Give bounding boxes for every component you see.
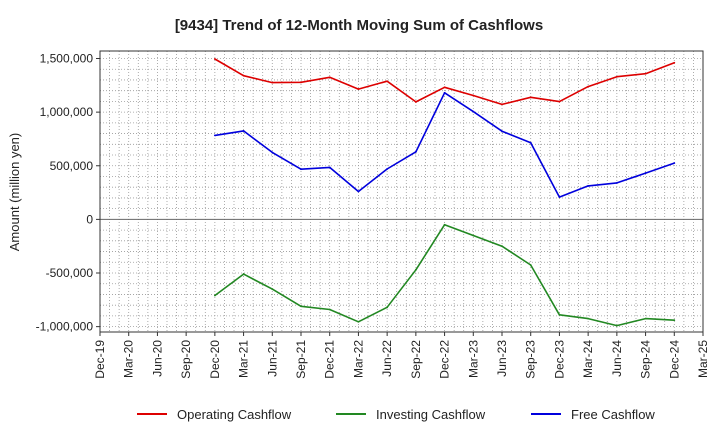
data-point-free-cashflow [673, 162, 676, 164]
legend-label-free-cashflow: Free Cashflow [571, 407, 655, 422]
x-tick-label: Sep-24 [639, 340, 653, 379]
data-point-investing-cashflow [615, 324, 618, 327]
data-point-investing-cashflow [501, 245, 503, 248]
data-point-free-cashflow [501, 130, 503, 133]
data-point-operating-cashflow [443, 86, 446, 89]
y-tick-label: 500,000 [50, 159, 94, 173]
data-point-operating-cashflow [529, 96, 532, 99]
data-point-investing-cashflow [587, 317, 590, 320]
x-tick-label: Dec-24 [667, 340, 681, 379]
data-point-free-cashflow [587, 185, 590, 187]
x-tick-label: Jun-22 [380, 340, 394, 377]
x-tick-label: Jun-24 [610, 340, 624, 377]
data-point-investing-cashflow [472, 234, 475, 237]
data-point-free-cashflow [529, 141, 532, 144]
x-tick-label: Jun-20 [150, 340, 164, 377]
data-point-operating-cashflow [558, 100, 561, 103]
data-point-investing-cashflow [271, 288, 274, 290]
data-point-operating-cashflow [213, 58, 216, 60]
x-tick-label: Sep-21 [294, 340, 308, 379]
y-tick-label: 1,000,000 [40, 105, 94, 119]
data-point-operating-cashflow [501, 103, 503, 106]
plot-background [100, 51, 703, 332]
y-axis-label: Amount (million yen) [7, 133, 22, 252]
data-point-free-cashflow [213, 134, 216, 137]
y-tick-label: -1,000,000 [36, 320, 94, 334]
x-tick-label: Sep-22 [409, 340, 423, 379]
y-tick-label: 1,500,000 [40, 52, 94, 66]
data-point-investing-cashflow [386, 306, 389, 309]
x-tick-label: Dec-22 [438, 340, 452, 379]
x-tick-label: Dec-21 [323, 340, 337, 379]
x-tick-label: Sep-23 [524, 340, 538, 379]
x-tick-label: Dec-20 [208, 340, 222, 379]
data-point-free-cashflow [242, 130, 245, 132]
data-point-free-cashflow [357, 190, 360, 193]
data-point-free-cashflow [558, 196, 561, 198]
data-point-free-cashflow [615, 182, 618, 184]
data-point-investing-cashflow [644, 317, 647, 320]
x-tick-label: Jun-21 [265, 340, 279, 377]
data-point-investing-cashflow [357, 320, 360, 323]
data-point-investing-cashflow [242, 273, 245, 275]
chart-title: [9434] Trend of 12-Month Moving Sum of C… [175, 17, 543, 34]
data-point-operating-cashflow [300, 81, 302, 84]
data-point-investing-cashflow [673, 319, 676, 322]
data-point-operating-cashflow [587, 85, 590, 88]
data-point-investing-cashflow [443, 223, 446, 226]
data-point-investing-cashflow [558, 313, 561, 316]
y-tick-label: 0 [86, 212, 93, 226]
data-point-operating-cashflow [673, 61, 676, 64]
data-point-investing-cashflow [529, 264, 532, 266]
data-point-free-cashflow [414, 150, 417, 153]
data-point-investing-cashflow [414, 268, 417, 271]
legend-label-operating-cashflow: Operating Cashflow [177, 407, 292, 422]
data-point-investing-cashflow [328, 308, 331, 311]
x-tick-label: Mar-22 [351, 340, 365, 378]
x-tick-label: Jun-23 [495, 340, 509, 377]
data-point-investing-cashflow [300, 305, 302, 308]
data-point-operating-cashflow [472, 94, 475, 97]
legend-label-investing-cashflow: Investing Cashflow [376, 407, 486, 422]
legend: Operating Cashflow Investing Cashflow Free… [137, 407, 655, 422]
data-point-free-cashflow [271, 151, 274, 154]
x-tick-label: Dec-23 [552, 340, 566, 379]
plot-area [99, 50, 704, 333]
data-point-operating-cashflow [386, 80, 389, 83]
x-tick-label: Mar-24 [581, 340, 595, 378]
data-point-operating-cashflow [414, 101, 417, 103]
x-tick-label: Mar-20 [122, 340, 136, 378]
x-axis: Dec-19 Mar-20 Jun-20 Sep-20 Dec-20 Mar-21 Jun-… [93, 332, 710, 379]
x-tick-label: Dec-19 [93, 340, 107, 379]
data-point-free-cashflow [300, 168, 302, 171]
data-point-free-cashflow [386, 168, 389, 170]
data-point-free-cashflow [443, 91, 446, 94]
data-point-operating-cashflow [644, 72, 647, 75]
y-axis: 1,500,000 1,000,000 500,000 0 -500,000 -1,000… [36, 52, 100, 334]
data-point-investing-cashflow [213, 294, 216, 297]
x-tick-label: Mar-23 [466, 340, 480, 378]
data-point-operating-cashflow [242, 74, 245, 77]
x-tick-label: Mar-25 [696, 340, 710, 378]
x-tick-label: Sep-20 [179, 340, 193, 379]
data-point-free-cashflow [472, 110, 475, 113]
data-point-operating-cashflow [615, 75, 618, 78]
data-point-operating-cashflow [271, 81, 274, 84]
data-point-operating-cashflow [357, 88, 360, 90]
plot-frame [99, 50, 704, 333]
series-lines [213, 58, 676, 327]
data-point-free-cashflow [328, 166, 331, 169]
x-tick-label: Mar-21 [237, 340, 251, 378]
data-point-operating-cashflow [328, 76, 331, 79]
y-tick-label: -500,000 [46, 266, 94, 280]
data-point-free-cashflow [644, 172, 647, 174]
